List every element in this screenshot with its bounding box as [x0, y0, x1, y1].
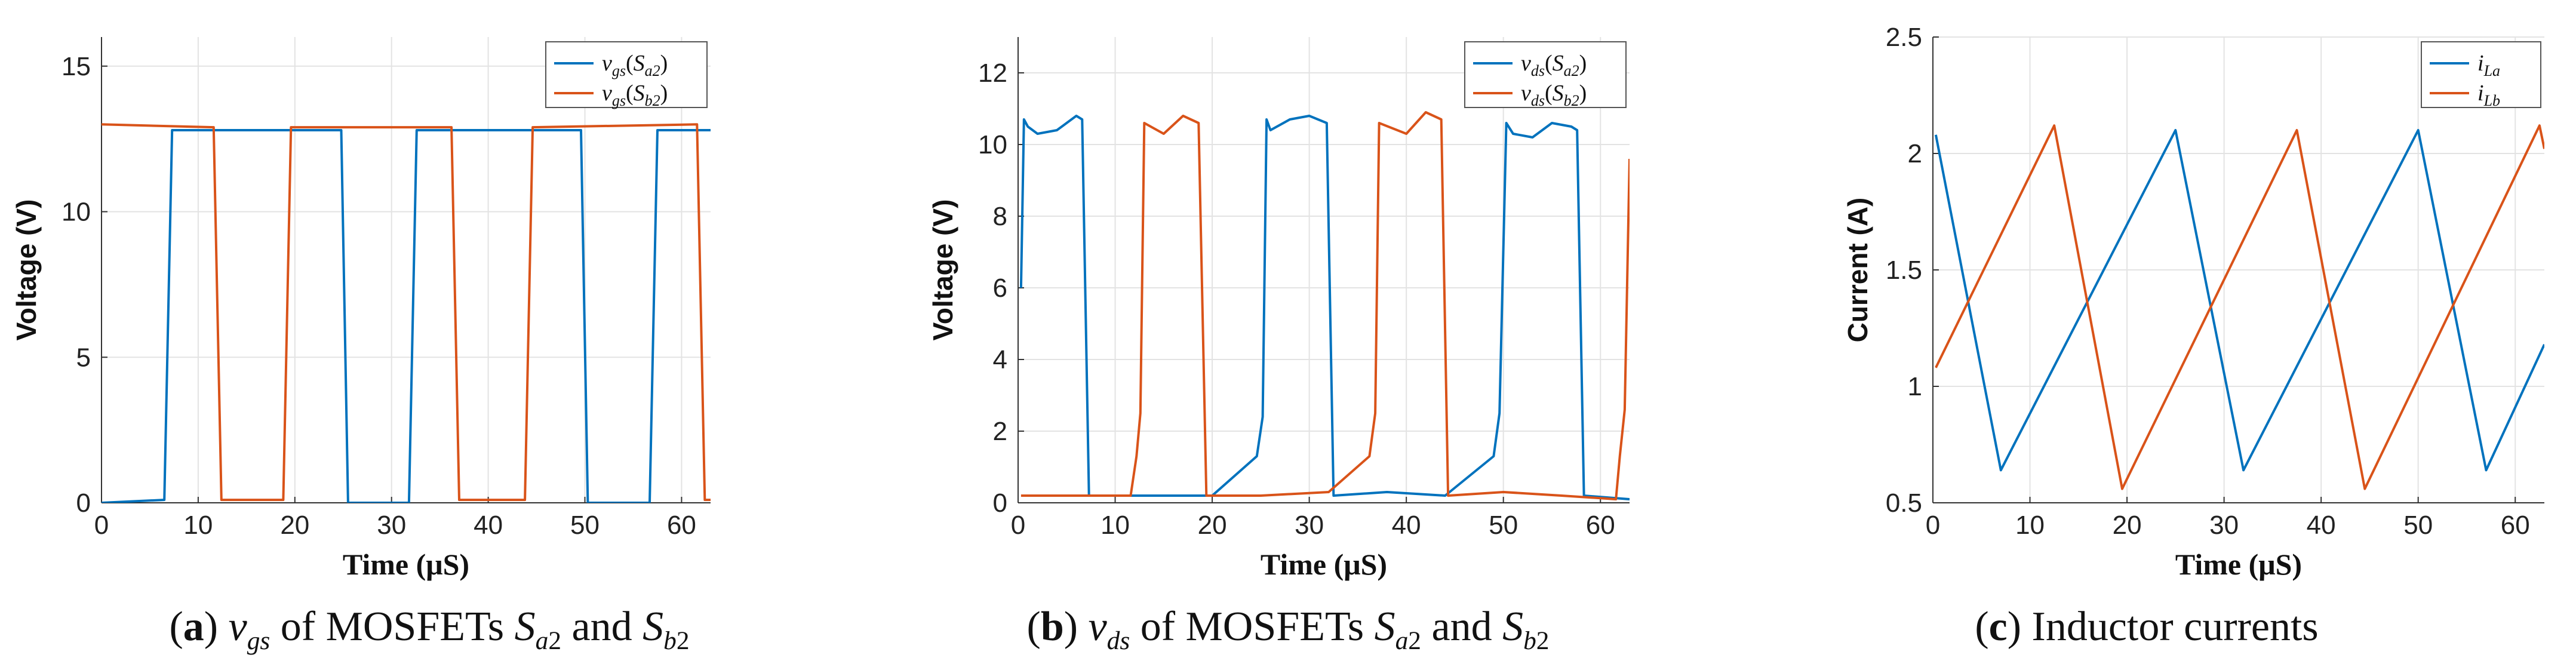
x-tick-label: 0	[1011, 511, 1025, 540]
x-tick-label: 30	[377, 511, 406, 540]
chart-svg-b: 0 10 20 30 40 50 60 0 2 4 6 8 10 12 Time (μS) Voltage (…	[927, 37, 1630, 581]
x-axis-label: Time (μS)	[2175, 548, 2302, 581]
legend-b: vds(Sa2)vds(Sb2)	[1464, 41, 1627, 109]
x-tick-label: 40	[1392, 511, 1421, 540]
series-line-b-2	[1020, 111, 1630, 500]
chart-panel-a: 0 10 20 30 40 50 60 0 5 10 15 Time (μS) Voltage (V) v…	[0, 0, 859, 670]
caption-c: (c) Inductor currents	[1975, 604, 2319, 650]
x-tick-label: 20	[2113, 511, 2142, 540]
caption-a: (a) vgs of MOSFETs Sa2 and Sb2	[169, 604, 690, 655]
x-tick-label: 30	[1295, 511, 1324, 540]
x-tick-label: 60	[2501, 511, 2530, 540]
y-tick-label: 1.5	[1886, 256, 1922, 285]
x-tick-label: 0	[94, 511, 109, 540]
x-tick-label: 0	[1926, 511, 1940, 540]
y-tick-label: 15	[62, 52, 91, 81]
x-tick-label: 10	[1101, 511, 1130, 540]
y-tick-label: 4	[993, 345, 1007, 374]
x-axis-label: Time (μS)	[343, 548, 469, 581]
legend-entry: iLa	[2477, 51, 2500, 79]
legend-entry: iLb	[2477, 81, 2500, 109]
legend-entry: vgs(Sa2)	[602, 51, 668, 79]
y-tick-label: 2	[1908, 139, 1922, 168]
y-tick-label: 2.5	[1886, 23, 1922, 52]
y-tick-label: 12	[978, 59, 1007, 88]
chart-panel-c: 0 10 20 30 40 50 60 0.5 1 1.5 2 2.5 Time (μS) Current…	[1717, 0, 2576, 670]
x-axis-label: Time (μS)	[1261, 548, 1387, 581]
x-tick-label: 60	[667, 511, 696, 540]
legend-entry: vds(Sb2)	[1521, 81, 1587, 109]
y-tick-label: 0.5	[1886, 488, 1922, 518]
y-tick-label: 0	[993, 488, 1007, 518]
series-line-a-2	[102, 123, 711, 502]
series-line-c-2	[1935, 124, 2544, 490]
x-tick-label: 10	[183, 511, 213, 540]
x-tick-label: 50	[2403, 511, 2433, 540]
y-tick-label: 5	[76, 343, 91, 372]
y-tick-label: 10	[62, 198, 91, 227]
x-tick-label: 50	[1489, 511, 1518, 540]
y-axis-label: Voltage (V)	[927, 199, 958, 341]
y-tick-label: 10	[978, 130, 1007, 159]
y-tick-label: 6	[993, 273, 1007, 303]
x-tick-label: 10	[2015, 511, 2045, 540]
y-axis-label: Voltage (V)	[11, 199, 42, 341]
legend-entry: vgs(Sb2)	[602, 81, 668, 109]
x-tick-label: 30	[2209, 511, 2239, 540]
chart-svg-a: 0 10 20 30 40 50 60 0 5 10 15 Time (μS) Voltage (V) v…	[11, 37, 711, 581]
grid-a	[101, 37, 711, 503]
y-tick-label: 0	[76, 488, 91, 518]
x-tick-label: 50	[570, 511, 600, 540]
y-tick-label: 8	[993, 202, 1007, 231]
y-tick-label: 1	[1908, 372, 1922, 401]
legend-entry: vds(Sa2)	[1521, 51, 1587, 79]
series-line-a-1	[102, 129, 711, 503]
x-tick-label: 40	[2307, 511, 2336, 540]
x-tick-label: 20	[280, 511, 309, 540]
legend-a: vgs(Sa2)vgs(Sb2)	[545, 41, 708, 109]
x-tick-label: 60	[1586, 511, 1615, 540]
y-tick-label: 2	[993, 417, 1007, 446]
chart-svg-c: 0 10 20 30 40 50 60 0.5 1 1.5 2 2.5 Time (μS) Current…	[1842, 23, 2544, 581]
x-tick-label: 20	[1198, 511, 1227, 540]
series-line-b-1	[1019, 115, 1630, 500]
y-axis-label: Current (A)	[1842, 198, 1873, 343]
caption-b: (b) vds of MOSFETs Sa2 and Sb2	[1026, 604, 1550, 655]
x-tick-label: 40	[474, 511, 503, 540]
series-line-c-1	[1934, 129, 2544, 472]
chart-panel-b: 0 10 20 30 40 50 60 0 2 4 6 8 10 12 Time (μS) Voltage (…	[859, 0, 1717, 670]
